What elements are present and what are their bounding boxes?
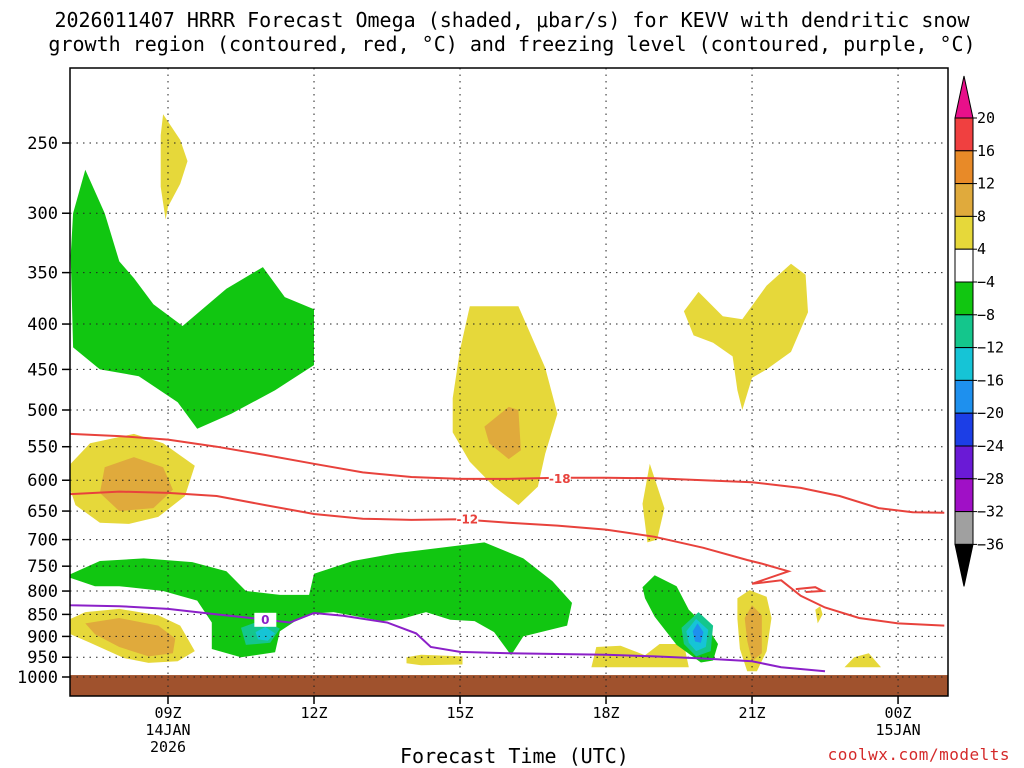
omega-region-10	[255, 626, 276, 641]
y-tick-label-850: 850	[27, 605, 58, 625]
omega-region-18	[692, 623, 704, 643]
colorbar-band-9	[954, 379, 974, 414]
site-credit[interactable]: coolwx.com/modelts	[827, 745, 1010, 764]
colorbar-band-13	[954, 511, 974, 545]
colorbar-band-11	[954, 445, 974, 480]
y-tick-label-800: 800	[27, 582, 58, 602]
colorbar-band-6	[954, 281, 974, 316]
chart-title-line-1: 2026011407 HRRR Forecast Omega (shaded, …	[54, 8, 970, 32]
plot-frame	[69, 67, 949, 697]
y-tick-label-300: 300	[27, 204, 58, 224]
y-tick-label-650: 650	[27, 502, 58, 522]
x-tick-label-9-0: 09Z	[154, 704, 181, 722]
omega-region-7	[642, 463, 665, 543]
omega-region-1	[160, 114, 188, 220]
colorbar-band-8	[954, 347, 974, 381]
y-tick-label-250: 250	[27, 134, 58, 154]
x-tick-label-12-0: 12Z	[300, 704, 327, 722]
colorbar-band-3	[954, 183, 974, 217]
omega-region-8	[70, 542, 572, 658]
x-tick-label-24-0: 00Z	[885, 704, 912, 722]
isotherm-label-2: 0	[261, 613, 269, 627]
isotherm-3	[795, 586, 827, 593]
y-tick-label-950: 950	[27, 648, 58, 668]
y-tick-label-450: 450	[27, 360, 58, 380]
y-tick-label-900: 900	[27, 627, 58, 647]
colorbar-label-8: −16	[977, 371, 1004, 389]
colorbar-label-0: 20	[977, 109, 995, 127]
x-tick-label-24-1: 15JAN	[875, 721, 920, 739]
colorbar-label-11: −28	[977, 470, 1004, 488]
colorbar-label-7: −12	[977, 339, 1004, 357]
colorbar-band-12	[954, 478, 974, 513]
colorbar-label-3: 8	[977, 207, 986, 225]
y-tick-label-600: 600	[27, 471, 58, 491]
x-tick-label-9-2: 2026	[150, 738, 186, 756]
colorbar-band-1	[954, 117, 974, 152]
colorbar-label-2: 12	[977, 175, 995, 193]
y-tick-label-700: 700	[27, 531, 58, 551]
isotherm-1	[70, 490, 945, 627]
x-tick-label-9-1: 14JAN	[145, 721, 190, 739]
omega-region-12	[85, 618, 176, 657]
colorbar-band-5	[954, 248, 974, 283]
colorbar-band-2	[954, 150, 974, 185]
omega-region-22	[844, 653, 881, 668]
omega-region-6	[683, 263, 808, 410]
isotherm-label-bg-0	[548, 471, 571, 486]
isotherm-label-1: -12	[456, 512, 478, 526]
x-tick-label-15-0: 15Z	[446, 704, 473, 722]
colorbar-label-5: −4	[977, 273, 995, 291]
omega-region-20	[744, 605, 762, 662]
colorbar-arrow-top	[954, 75, 974, 119]
colorbar-arrow-bottom	[954, 543, 974, 587]
colorbar-band-4	[954, 215, 974, 250]
y-tick-label-750: 750	[27, 557, 58, 577]
omega-region-3	[99, 457, 173, 512]
ground-surface	[70, 675, 948, 696]
x-tick-label-21-0: 21Z	[738, 704, 765, 722]
isotherm-label-0: -18	[549, 472, 571, 486]
y-tick-label-550: 550	[27, 438, 58, 458]
omega-region-4	[452, 306, 558, 506]
colorbar-label-1: 16	[977, 142, 995, 160]
omega-region-5	[484, 406, 521, 460]
colorbar-band-7	[954, 314, 974, 349]
x-axis-label: Forecast Time (UTC)	[400, 744, 629, 768]
colorbar-label-9: −20	[977, 404, 1004, 422]
chart-title-line-2: growth region (contoured, red, °C) and f…	[48, 32, 976, 56]
y-tick-label-350: 350	[27, 264, 58, 284]
colorbar-label-10: −24	[977, 437, 1004, 455]
colorbar-label-13: −36	[977, 535, 1004, 553]
y-tick-label-500: 500	[27, 401, 58, 421]
omega-region-13	[406, 654, 463, 666]
colorbar-label-4: 4	[977, 240, 986, 258]
isotherm-0	[70, 432, 945, 514]
y-tick-label-1000: 1000	[17, 668, 58, 688]
colorbar-label-6: −8	[977, 306, 995, 324]
isotherm-label-bg-1	[456, 512, 479, 527]
x-tick-label-18-0: 18Z	[592, 704, 619, 722]
colorbar-label-12: −32	[977, 503, 1004, 521]
colorbar-band-10	[954, 412, 974, 447]
isotherm-label-bg-2	[254, 612, 277, 627]
isotherm-2	[70, 604, 826, 673]
omega-region-0	[70, 169, 314, 429]
y-tick-label-400: 400	[27, 315, 58, 335]
